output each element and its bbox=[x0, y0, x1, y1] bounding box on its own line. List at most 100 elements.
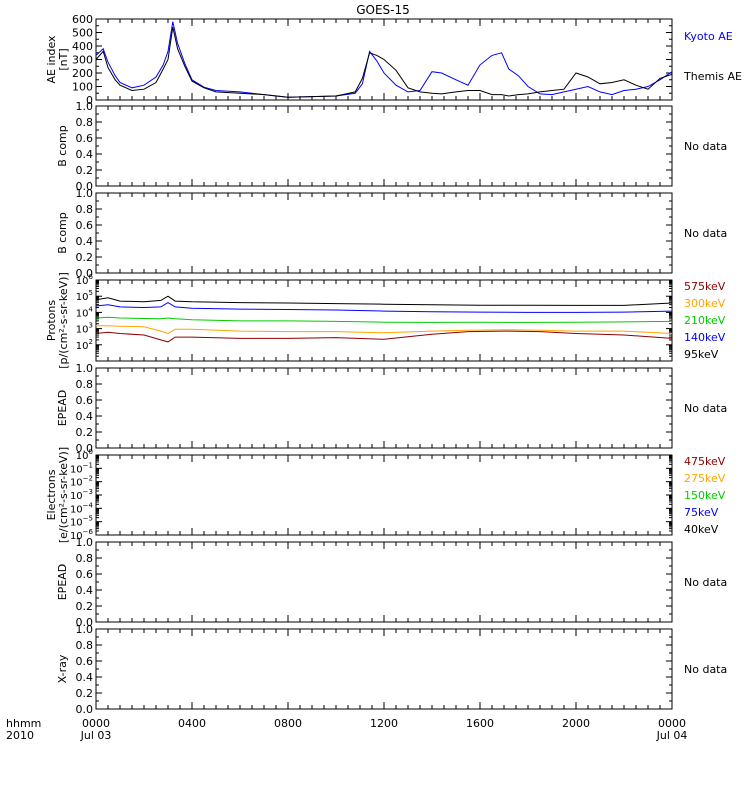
y-tick-label: 1.0 bbox=[76, 362, 94, 375]
y-tick-label: 600 bbox=[72, 13, 93, 26]
time-tick-label: 0000 bbox=[658, 717, 686, 730]
y-axis-label-line: [p/(cm²-s-sr-keV)] bbox=[57, 272, 70, 369]
y-tick-label-base: 10 bbox=[76, 325, 89, 336]
y-tick-label: 0.0 bbox=[76, 703, 94, 716]
y-tick-label: 0.6 bbox=[76, 394, 94, 407]
y-axis-label: X-ray bbox=[56, 654, 69, 683]
y-tick-label: 0.4 bbox=[76, 671, 94, 684]
y-tick-label: 0 bbox=[86, 94, 93, 107]
y-tick-label: 10−5 bbox=[70, 515, 93, 529]
panel-frame bbox=[95, 192, 673, 274]
y-axis-label: EPEAD bbox=[56, 564, 69, 601]
panel-frame bbox=[95, 279, 673, 362]
y-axis-label-line: EPEAD bbox=[56, 564, 69, 601]
legend-entry: 475keV bbox=[684, 455, 726, 468]
no-data-label: No data bbox=[684, 576, 727, 589]
series-themis-ae bbox=[95, 26, 673, 98]
legend-entry: 150keV bbox=[684, 489, 726, 502]
y-tick-label: 1.0 bbox=[76, 187, 94, 200]
y-tick-label-exponent: −2 bbox=[83, 475, 93, 483]
series-kyoto-ae bbox=[95, 21, 673, 98]
figure-title: GOES-15 bbox=[356, 3, 410, 17]
y-tick-label: 500 bbox=[72, 27, 93, 40]
y-axis-label: B comp bbox=[56, 212, 69, 254]
y-tick-label: 0.2 bbox=[76, 426, 94, 439]
legend-entry: 95keV bbox=[684, 348, 719, 361]
no-data-label: No data bbox=[684, 663, 727, 676]
y-tick-label-base: 10 bbox=[70, 491, 83, 502]
y-tick-label: 0.0 bbox=[76, 616, 94, 629]
y-tick-label: 0.8 bbox=[76, 116, 94, 129]
y-axis-label: B comp bbox=[56, 125, 69, 167]
y-axis-label-line: EPEAD bbox=[56, 390, 69, 427]
legend-entry: 40keV bbox=[684, 523, 719, 536]
y-tick-label-exponent: 2 bbox=[89, 338, 93, 346]
y-tick-label: 300 bbox=[72, 54, 93, 67]
y-tick-label: 0.8 bbox=[76, 378, 94, 391]
y-tick-label-exponent: 0 bbox=[89, 448, 93, 456]
y-axis-label-line: AE index bbox=[45, 35, 58, 84]
time-tick-label: 1200 bbox=[370, 717, 398, 730]
series-95kev bbox=[95, 295, 673, 306]
panel-7: 0.0 0.2 0.4 0.6 0.8 1.0 EPEAD No data bbox=[56, 536, 727, 629]
y-tick-label: 200 bbox=[72, 67, 93, 80]
y-axis-label-line: X-ray bbox=[56, 654, 69, 683]
y-tick-label: 0.0 bbox=[76, 180, 94, 193]
y-tick-label: 102 bbox=[76, 338, 93, 352]
y-axis-label-line: B comp bbox=[56, 212, 69, 254]
legend-entry: 575keV bbox=[684, 280, 726, 293]
panel-frame bbox=[95, 454, 673, 536]
legend-entry: Kyoto AE bbox=[684, 30, 733, 43]
panel-5: 0.0 0.2 0.4 0.6 0.8 1.0 EPEAD No data bbox=[56, 362, 727, 455]
y-tick-label-exponent: −3 bbox=[83, 488, 93, 496]
y-tick-label-base: 10 bbox=[76, 451, 89, 462]
legend-entry: Themis AE bbox=[683, 70, 742, 83]
y-tick-label-exponent: 3 bbox=[89, 322, 93, 330]
y-tick-label: 0.4 bbox=[76, 148, 94, 161]
y-tick-label: 0.6 bbox=[76, 132, 94, 145]
y-tick-label-exponent: −6 bbox=[83, 528, 94, 536]
y-tick-label: 0.4 bbox=[76, 584, 94, 597]
y-tick-label: 10−4 bbox=[70, 501, 94, 515]
y-tick-label-base: 10 bbox=[70, 464, 83, 475]
y-tick-label: 0.2 bbox=[76, 251, 94, 264]
series-300kev bbox=[96, 325, 673, 335]
y-axis-label-line: [nT] bbox=[57, 48, 70, 70]
legend-entry: 75keV bbox=[684, 506, 719, 519]
date-tick-label: Jul 03 bbox=[80, 729, 112, 742]
y-tick-label: 0.0 bbox=[76, 442, 94, 455]
y-axis-label: Protons[p/(cm²-s-sr-keV)] bbox=[45, 272, 70, 369]
y-tick-label: 105 bbox=[76, 289, 93, 303]
legend-entry: 210keV bbox=[684, 314, 726, 327]
y-tick-label: 400 bbox=[72, 40, 93, 53]
y-tick-label-base: 10 bbox=[76, 292, 89, 303]
y-tick-label: 104 bbox=[76, 305, 94, 319]
y-tick-label-base: 10 bbox=[76, 341, 89, 352]
y-tick-label: 0.6 bbox=[76, 568, 94, 581]
y-tick-label: 10−6 bbox=[70, 528, 94, 542]
series-575kev bbox=[95, 330, 673, 343]
y-tick-label: 100 bbox=[76, 448, 93, 462]
y-tick-label-exponent: −5 bbox=[83, 515, 93, 523]
y-tick-label: 0.2 bbox=[76, 600, 94, 613]
y-tick-label-exponent: −4 bbox=[83, 501, 94, 509]
y-axis-label-line: B comp bbox=[56, 125, 69, 167]
y-axis-label-line: Electrons bbox=[45, 469, 58, 520]
y-tick-label: 10−1 bbox=[70, 461, 93, 475]
y-tick-label-base: 10 bbox=[76, 308, 89, 319]
legend-entry: 275keV bbox=[684, 472, 726, 485]
y-tick-label-base: 10 bbox=[70, 504, 83, 515]
y-tick-label-exponent: −1 bbox=[83, 461, 93, 469]
series-140kev bbox=[95, 302, 673, 313]
series-210kev bbox=[95, 316, 673, 323]
panel-6: 10−610−510−410−310−210−1100Electrons[e/(… bbox=[45, 447, 726, 543]
panel-2: 0.0 0.2 0.4 0.6 0.8 1.0 B comp No data bbox=[56, 100, 727, 193]
y-tick-label-base: 10 bbox=[76, 276, 89, 287]
y-tick-label: 0.2 bbox=[76, 164, 94, 177]
y-axis-label: EPEAD bbox=[56, 390, 69, 427]
time-tick-label: 2000 bbox=[562, 717, 590, 730]
y-tick-label: 1.0 bbox=[76, 536, 94, 549]
